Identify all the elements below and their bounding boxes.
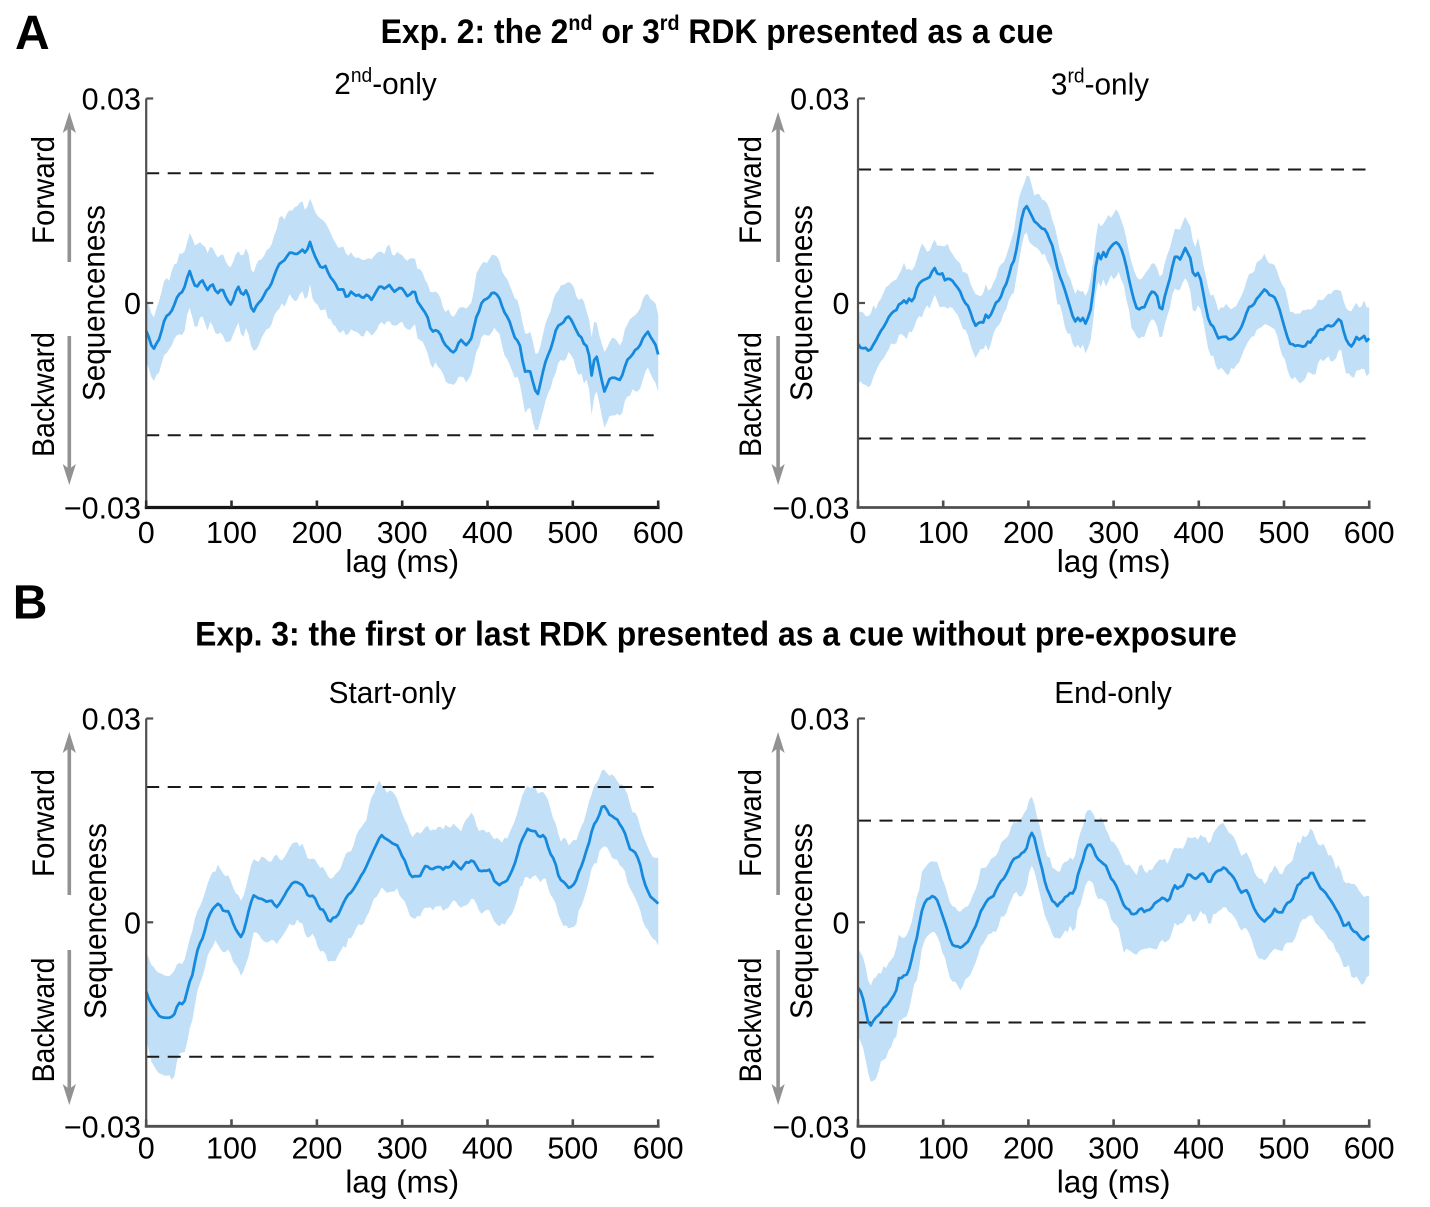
svg-text:500: 500	[1259, 1132, 1310, 1166]
svg-text:−0.03: −0.03	[772, 492, 849, 526]
svg-text:A: A	[15, 7, 50, 60]
svg-text:0: 0	[138, 516, 155, 550]
svg-text:0: 0	[124, 906, 141, 940]
svg-text:0.03: 0.03	[82, 703, 141, 737]
svg-text:100: 100	[918, 1132, 969, 1166]
svg-text:Backward: Backward	[25, 332, 61, 457]
svg-text:lag (ms): lag (ms)	[1057, 543, 1171, 579]
svg-text:Backward: Backward	[732, 332, 768, 457]
svg-text:Exp. 3: the first or last RDK: Exp. 3: the first or last RDK presented …	[195, 614, 1237, 652]
svg-text:200: 200	[1003, 516, 1054, 550]
svg-text:lag (ms): lag (ms)	[345, 1164, 459, 1200]
svg-text:B: B	[13, 577, 48, 630]
svg-text:200: 200	[291, 1132, 342, 1166]
svg-text:500: 500	[1259, 516, 1310, 550]
svg-text:Backward: Backward	[732, 958, 768, 1083]
svg-text:Sequenceness: Sequenceness	[783, 205, 819, 401]
svg-text:Backward: Backward	[25, 958, 61, 1083]
svg-text:400: 400	[462, 516, 513, 550]
svg-text:Sequenceness: Sequenceness	[783, 823, 819, 1019]
svg-text:400: 400	[1173, 1132, 1224, 1166]
svg-text:0.03: 0.03	[790, 83, 849, 117]
svg-text:0.03: 0.03	[790, 703, 849, 737]
svg-text:lag (ms): lag (ms)	[1057, 1164, 1171, 1200]
svg-text:0: 0	[850, 516, 867, 550]
svg-text:0: 0	[833, 906, 850, 940]
svg-text:Sequenceness: Sequenceness	[76, 205, 112, 401]
svg-text:200: 200	[1003, 1132, 1054, 1166]
svg-text:lag (ms): lag (ms)	[345, 543, 459, 579]
svg-text:−0.03: −0.03	[64, 492, 141, 526]
svg-text:Sequenceness: Sequenceness	[77, 823, 113, 1019]
svg-text:300: 300	[1088, 1132, 1139, 1166]
svg-text:Forward: Forward	[25, 769, 61, 877]
svg-text:300: 300	[377, 1132, 428, 1166]
svg-text:End-only: End-only	[1054, 675, 1172, 710]
svg-text:200: 200	[291, 516, 342, 550]
svg-text:Forward: Forward	[732, 136, 768, 244]
svg-text:0: 0	[124, 287, 141, 321]
svg-text:Forward: Forward	[25, 136, 61, 244]
svg-text:400: 400	[462, 1132, 513, 1166]
svg-text:500: 500	[547, 1132, 598, 1166]
svg-text:500: 500	[547, 516, 598, 550]
svg-text:0: 0	[138, 1132, 155, 1166]
svg-text:600: 600	[633, 516, 684, 550]
svg-text:−0.03: −0.03	[64, 1110, 141, 1144]
svg-text:100: 100	[206, 1132, 257, 1166]
svg-text:0.03: 0.03	[82, 83, 141, 117]
svg-text:0: 0	[833, 287, 850, 321]
svg-text:100: 100	[918, 516, 969, 550]
svg-text:100: 100	[206, 516, 257, 550]
svg-text:Start-only: Start-only	[329, 675, 457, 710]
svg-text:600: 600	[633, 1132, 684, 1166]
svg-text:600: 600	[1344, 516, 1395, 550]
svg-text:Exp. 2: the 2nd or 3rd RDK pre: Exp. 2: the 2nd or 3rd RDK presented as …	[381, 12, 1054, 50]
svg-text:600: 600	[1344, 1132, 1395, 1166]
svg-text:300: 300	[377, 516, 428, 550]
svg-text:300: 300	[1088, 516, 1139, 550]
svg-text:400: 400	[1173, 516, 1224, 550]
svg-text:0: 0	[850, 1132, 867, 1166]
svg-text:−0.03: −0.03	[772, 1110, 849, 1144]
svg-text:Forward: Forward	[732, 769, 768, 877]
svg-text:3rd-only: 3rd-only	[1051, 65, 1150, 101]
svg-text:2nd-only: 2nd-only	[334, 65, 437, 101]
